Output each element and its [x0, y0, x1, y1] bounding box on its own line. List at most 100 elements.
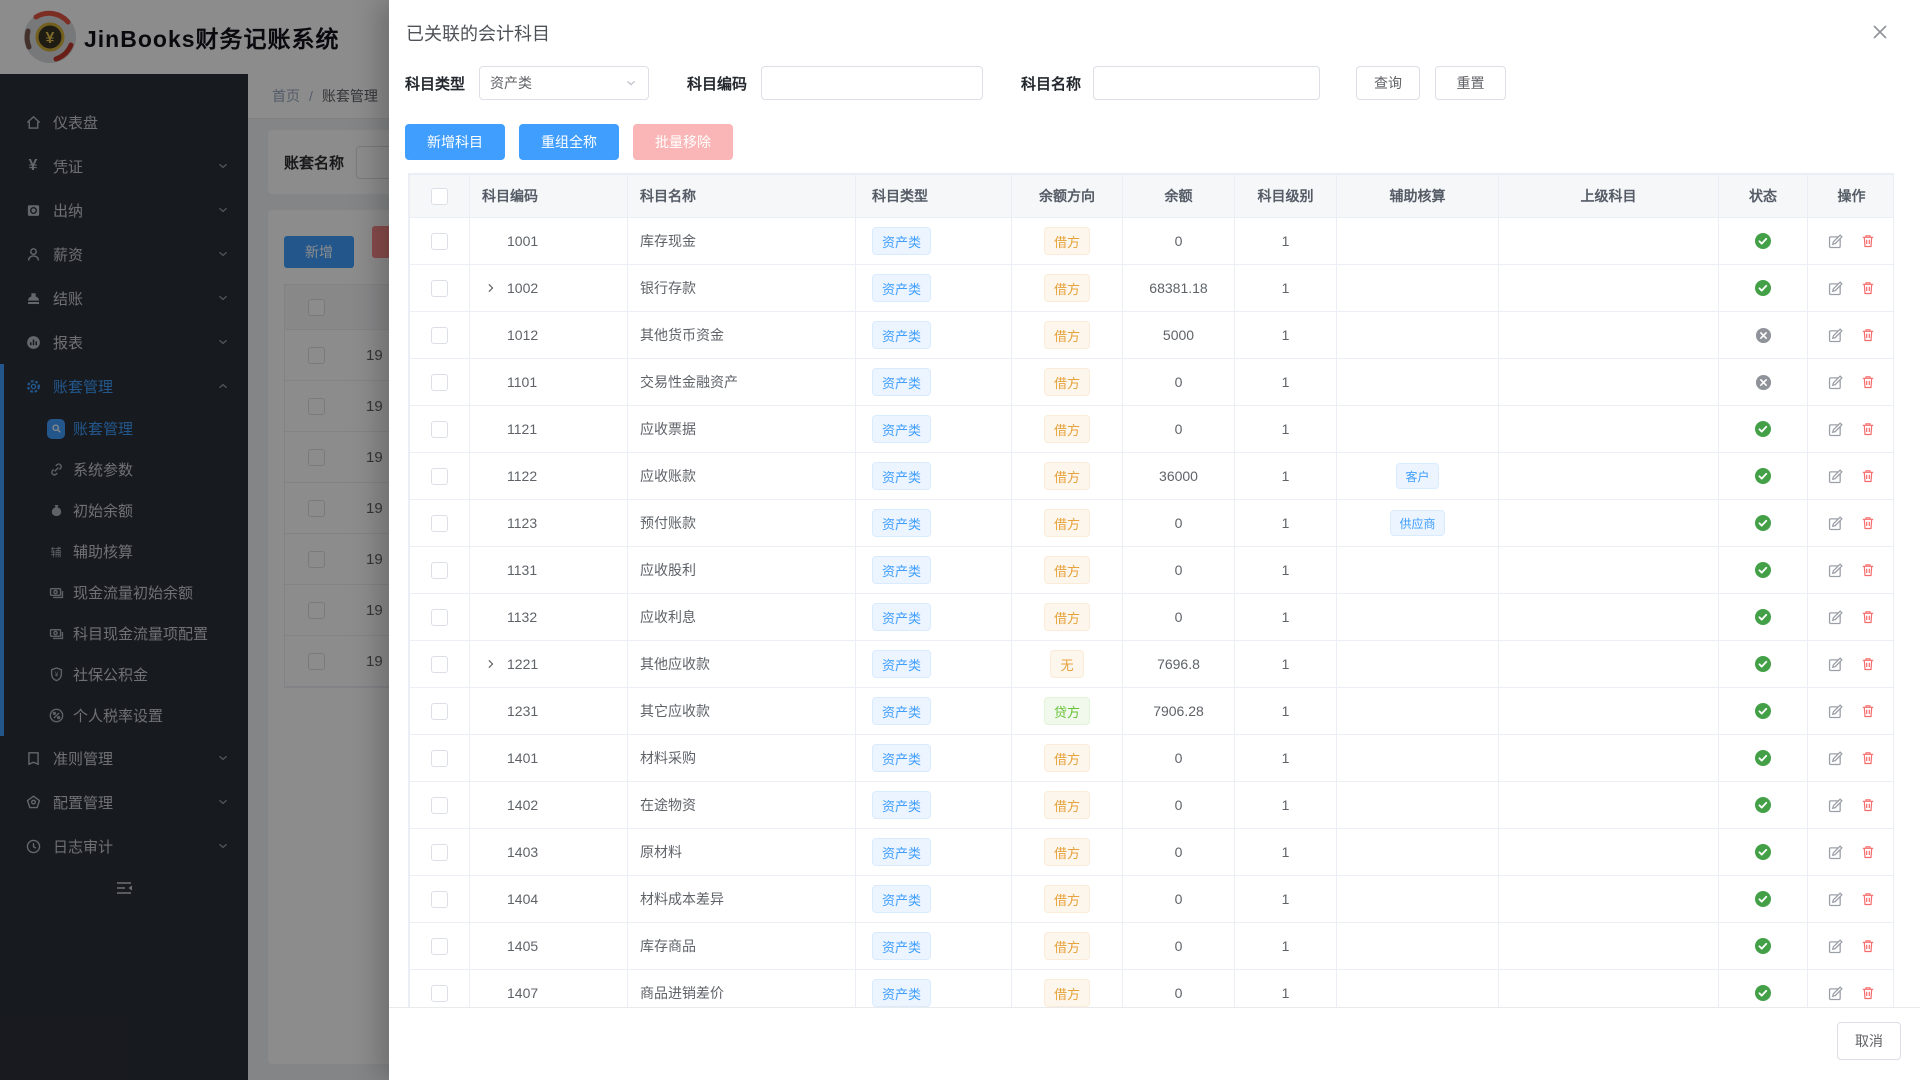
close-icon[interactable]: [1868, 20, 1892, 44]
delete-icon[interactable]: [1860, 562, 1876, 578]
edit-icon[interactable]: [1827, 985, 1844, 1002]
sidebar-item-科目现金流量项配置[interactable]: 科目现金流量项配置: [0, 613, 248, 654]
sidebar-item-个人税率设置[interactable]: 个人税率设置: [0, 695, 248, 736]
sidebar-item-结账[interactable]: 结账: [0, 276, 248, 320]
delete-icon[interactable]: [1860, 609, 1876, 625]
row-checkbox[interactable]: [308, 346, 325, 364]
sidebar-collapse-icon[interactable]: [114, 878, 134, 898]
row-checkbox[interactable]: [431, 937, 448, 955]
row-checkbox[interactable]: [431, 561, 448, 579]
sidebar-item-凭证[interactable]: ¥ 凭证: [0, 144, 248, 188]
balance-value: 0: [1174, 233, 1183, 249]
row-checkbox[interactable]: [431, 467, 448, 485]
sidebar-item-现金流量初始余额[interactable]: 现金流量初始余额: [0, 572, 248, 613]
edit-icon[interactable]: [1827, 327, 1844, 344]
add-subject-button[interactable]: 新增科目: [405, 124, 505, 160]
subject-row-1221: 1221 其他应收款 资产类 无 7696.8 1: [409, 640, 1893, 688]
subject-name-input[interactable]: [1093, 66, 1321, 100]
row-checkbox[interactable]: [431, 326, 448, 344]
row-checkbox[interactable]: [431, 984, 448, 1002]
edit-icon[interactable]: [1827, 844, 1844, 861]
sidebar-item-报表[interactable]: 报表: [0, 320, 248, 364]
batch-remove-button[interactable]: 批量移除: [633, 124, 733, 160]
delete-icon[interactable]: [1860, 891, 1876, 907]
row-checkbox[interactable]: [308, 601, 325, 619]
row-checkbox[interactable]: [308, 397, 325, 415]
sidebar-item-初始余额[interactable]: 初始余额: [0, 490, 248, 531]
expand-row-icon[interactable]: [484, 282, 497, 295]
edit-icon[interactable]: [1827, 703, 1844, 720]
edit-icon[interactable]: [1827, 515, 1844, 532]
edit-icon[interactable]: [1827, 797, 1844, 814]
edit-icon[interactable]: [1827, 609, 1844, 626]
sidebar-item-辅助核算[interactable]: 辅辅助核算: [0, 531, 248, 572]
delete-icon[interactable]: [1860, 844, 1876, 860]
row-checkbox[interactable]: [431, 843, 448, 861]
edit-icon[interactable]: [1827, 280, 1844, 297]
row-checkbox[interactable]: [431, 232, 448, 250]
subject-type-tag: 资产类: [872, 415, 932, 443]
row-checkbox[interactable]: [431, 373, 448, 391]
delete-icon[interactable]: [1860, 985, 1876, 1001]
row-checkbox[interactable]: [431, 702, 448, 720]
search-button[interactable]: 查询: [1356, 66, 1421, 100]
delete-icon[interactable]: [1860, 421, 1876, 437]
sidebar-item-日志审计[interactable]: 日志审计: [0, 824, 248, 868]
sidebar-item-配置管理[interactable]: 配置管理: [0, 780, 248, 824]
subject-row-1002: 1002 银行存款 资产类 借方 68381.18 1: [409, 264, 1893, 312]
expand-row-icon[interactable]: [484, 658, 497, 671]
delete-icon[interactable]: [1860, 233, 1876, 249]
sidebar-item-准则管理[interactable]: 准则管理: [0, 736, 248, 780]
breadcrumb-home-link[interactable]: 首页: [272, 88, 300, 104]
subject-level: 1: [1281, 985, 1290, 1001]
add-account-button[interactable]: 新增: [284, 236, 354, 268]
sidebar-item-薪资[interactable]: 薪资: [0, 232, 248, 276]
reset-button[interactable]: 重置: [1435, 66, 1507, 100]
edit-icon[interactable]: [1827, 891, 1844, 908]
sidebar-item-账套管理[interactable]: 账套管理: [0, 408, 248, 449]
delete-icon[interactable]: [1860, 327, 1876, 343]
row-checkbox[interactable]: [431, 890, 448, 908]
select-all-subjects-checkbox[interactable]: [431, 187, 448, 205]
row-checkbox[interactable]: [308, 652, 325, 670]
delete-icon[interactable]: [1860, 750, 1876, 766]
subject-code-input[interactable]: [761, 66, 984, 100]
row-checkbox[interactable]: [431, 749, 448, 767]
delete-icon[interactable]: [1860, 468, 1876, 484]
rebuild-fullname-button[interactable]: 重组全称: [519, 124, 619, 160]
row-checkbox[interactable]: [431, 279, 448, 297]
edit-icon[interactable]: [1827, 562, 1844, 579]
delete-icon[interactable]: [1860, 374, 1876, 390]
delete-icon[interactable]: [1860, 656, 1876, 672]
edit-icon[interactable]: [1827, 233, 1844, 250]
delete-icon[interactable]: [1860, 797, 1876, 813]
edit-icon[interactable]: [1827, 938, 1844, 955]
edit-icon[interactable]: [1827, 468, 1844, 485]
row-checkbox[interactable]: [431, 420, 448, 438]
sidebar-item-系统参数[interactable]: 系统参数: [0, 449, 248, 490]
header-balance-direction: 余额方向: [1011, 174, 1123, 218]
delete-icon[interactable]: [1860, 938, 1876, 954]
row-checkbox[interactable]: [308, 499, 325, 517]
subject-type-select[interactable]: 资产类: [479, 66, 650, 100]
edit-icon[interactable]: [1827, 750, 1844, 767]
delete-icon[interactable]: [1860, 703, 1876, 719]
subject-name: 银行存款: [640, 280, 696, 296]
row-checkbox[interactable]: [431, 608, 448, 626]
sidebar-item-社保公积金[interactable]: ¥ 社保公积金: [0, 654, 248, 695]
row-checkbox[interactable]: [431, 796, 448, 814]
select-all-checkbox[interactable]: [308, 298, 325, 316]
row-checkbox[interactable]: [308, 550, 325, 568]
sidebar-item-账套管理[interactable]: 账套管理: [0, 364, 248, 408]
row-checkbox[interactable]: [431, 514, 448, 532]
row-checkbox[interactable]: [431, 655, 448, 673]
delete-icon[interactable]: [1860, 280, 1876, 296]
sidebar-item-出纳[interactable]: 出纳: [0, 188, 248, 232]
edit-icon[interactable]: [1827, 421, 1844, 438]
cancel-button[interactable]: 取消: [1837, 1022, 1901, 1060]
delete-icon[interactable]: [1860, 515, 1876, 531]
row-checkbox[interactable]: [308, 448, 325, 466]
edit-icon[interactable]: [1827, 374, 1844, 391]
sidebar-item-仪表盘[interactable]: 仪表盘: [0, 100, 248, 144]
edit-icon[interactable]: [1827, 656, 1844, 673]
